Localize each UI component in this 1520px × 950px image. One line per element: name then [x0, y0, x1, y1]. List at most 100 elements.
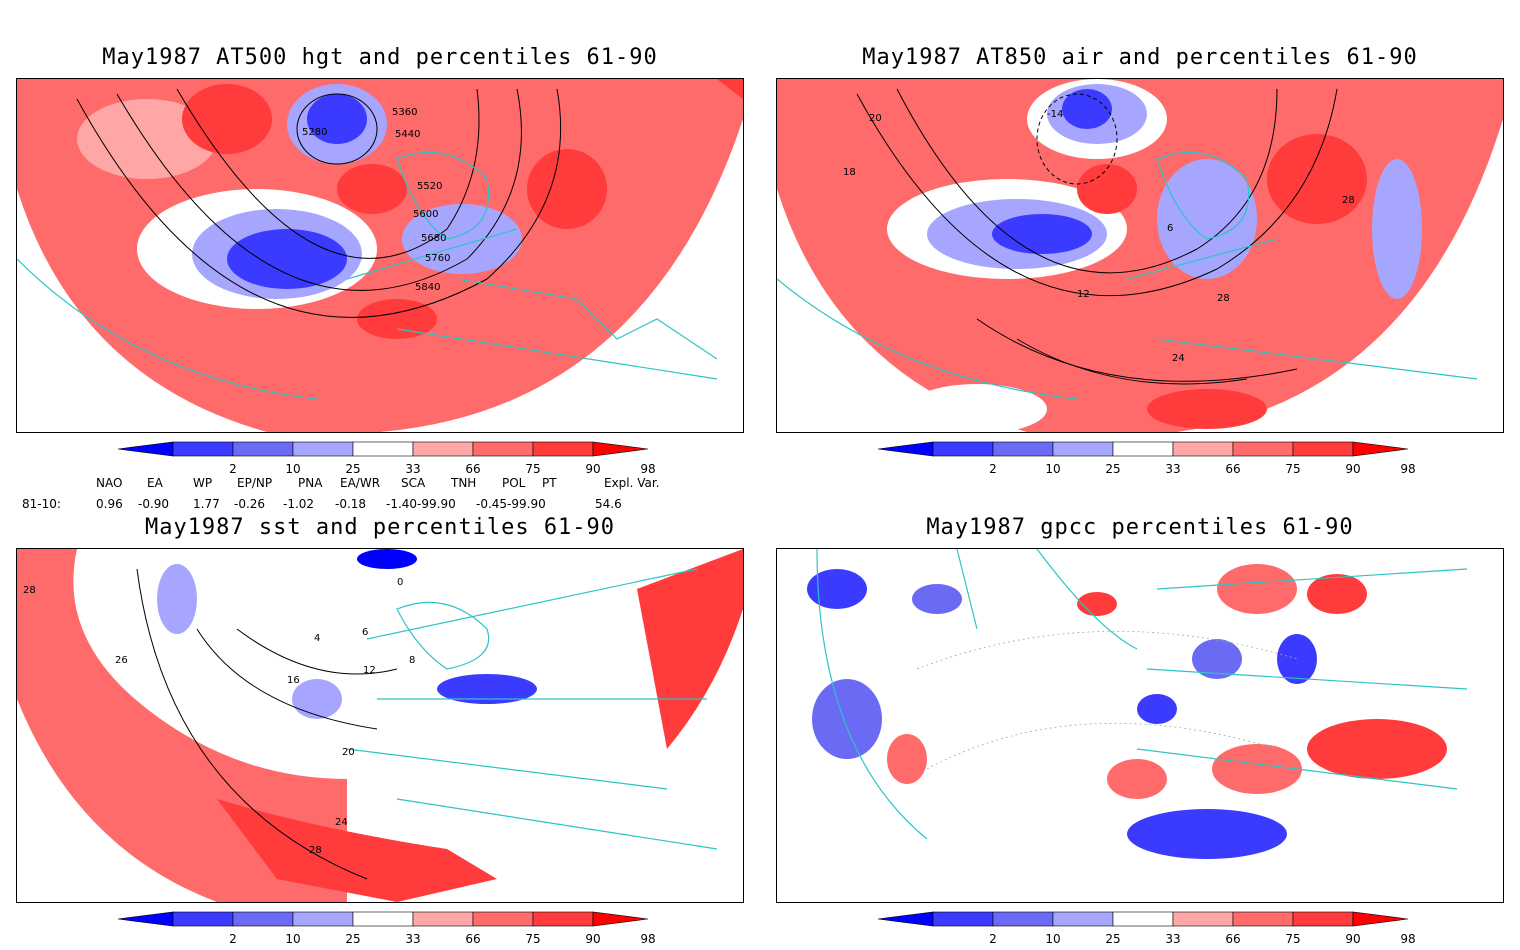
- index-value: -0.18: [335, 497, 367, 511]
- index-label: TNH: [451, 476, 477, 490]
- colorbar-tick-label: 90: [1345, 462, 1361, 476]
- colorbar-tick-label: 98: [640, 932, 656, 946]
- contour-label: 28: [23, 585, 36, 596]
- colorbar-segment: [1292, 911, 1354, 927]
- map-panel-br: [776, 548, 1504, 903]
- contour-label: 12: [1077, 289, 1090, 300]
- colorbar-tick-label: 66: [465, 932, 481, 946]
- contour-label: 18: [843, 167, 856, 178]
- contour-label: 5760: [425, 253, 450, 264]
- colorbar-segment: [232, 441, 294, 457]
- colorbar-segment: [992, 441, 1054, 457]
- colorbar-segment: [232, 911, 294, 927]
- colorbar-tick-label: 10: [285, 932, 301, 946]
- colorbar-segment: [352, 911, 414, 927]
- index-label: EA: [147, 476, 163, 490]
- contour-label: 5520: [417, 181, 442, 192]
- colorbar-segment: [1052, 911, 1114, 927]
- colorbar-segment: [1232, 911, 1294, 927]
- colorbar-segment: [877, 441, 934, 457]
- colorbar-tick-label: 10: [1045, 462, 1061, 476]
- contour-label: 6: [362, 627, 368, 638]
- colorbar-graphic: [117, 441, 649, 457]
- index-label: Expl. Var.: [604, 476, 660, 490]
- map-air850: -14 20 18 6 12 28 24 28: [777, 79, 1503, 432]
- map-panel-bl: 28 26 20 16 12 8 6 4 0 24 28: [16, 548, 744, 903]
- index-value: -0.45-99.90: [476, 497, 546, 511]
- contour-label: -14: [1047, 109, 1063, 120]
- colorbar-tick-label: 75: [525, 932, 541, 946]
- colorbar-graphic: [117, 911, 649, 927]
- panel-title-tr: May1987 AT850 air and percentiles 61-90: [862, 45, 1418, 70]
- contour-label: 24: [1172, 353, 1185, 364]
- index-label: POL: [502, 476, 526, 490]
- colorbar-segment: [1112, 911, 1174, 927]
- colorbar-segment: [472, 441, 534, 457]
- colorbar-segment: [1352, 441, 1409, 457]
- colorbar-bl: 2 10 25 33 66 75 90 98: [117, 910, 656, 950]
- contour-label: 28: [1217, 293, 1230, 304]
- contour-label: 5440: [395, 129, 420, 140]
- contour-label: 24: [335, 817, 348, 828]
- colorbar-segment: [1232, 441, 1294, 457]
- contour-label: 28: [1342, 195, 1355, 206]
- colorbar-segment: [877, 911, 934, 927]
- colorbar-segment: [1112, 441, 1174, 457]
- contour-label: 4: [314, 633, 320, 644]
- colorbar-tick-label: 2: [989, 932, 997, 946]
- colorbar-tick-label: 66: [1225, 932, 1241, 946]
- colorbar-tl: 2 10 25 33 66 75 90 98: [117, 440, 656, 480]
- map-sst: 28 26 20 16 12 8 6 4 0 24 28: [17, 549, 743, 902]
- colorbar-tick-label: 10: [285, 462, 301, 476]
- contour-label: 20: [342, 747, 355, 758]
- colorbar-segment: [532, 911, 594, 927]
- index-label: WP: [193, 476, 213, 490]
- index-value: 54.6: [595, 497, 622, 511]
- colorbar-tick-label: 75: [1285, 462, 1301, 476]
- colorbar-segment: [1052, 441, 1114, 457]
- index-label: SCA: [401, 476, 426, 490]
- contour-label: 0: [397, 577, 403, 588]
- colorbar-segment: [412, 911, 474, 927]
- colorbar-tr: 2 10 25 33 66 75 90 98: [877, 440, 1416, 480]
- index-value: -1.02: [283, 497, 315, 511]
- colorbar-tick-label: 66: [1225, 462, 1241, 476]
- colorbar-tick-label: 98: [1400, 462, 1416, 476]
- contour-label: 28: [309, 845, 322, 856]
- panel-title-bl: May1987 sst and percentiles 61-90: [144, 515, 616, 540]
- contour-label: 5840: [415, 282, 440, 293]
- contour-label: 8: [409, 655, 415, 666]
- colorbar-segment: [172, 441, 234, 457]
- contour-label: 5280: [302, 127, 327, 138]
- colorbar-segment: [172, 911, 234, 927]
- map-hgt500: 5280 5360 5440 5520 5600 5680 5760 5840: [17, 79, 743, 432]
- colorbar-tick-label: 25: [345, 462, 361, 476]
- index-label: EA/WR: [340, 476, 381, 490]
- colorbar-segment: [292, 911, 354, 927]
- contour-label: 26: [115, 655, 128, 666]
- colorbar-segment: [992, 911, 1054, 927]
- colorbar-segment: [1172, 911, 1234, 927]
- colorbar-graphic: [877, 441, 1409, 457]
- colorbar-tick-label: 98: [640, 462, 656, 476]
- colorbar-tick-label: 90: [585, 462, 601, 476]
- colorbar-segment: [532, 441, 594, 457]
- panel-title-br: May1987 gpcc percentiles 61-90: [926, 515, 1354, 540]
- colorbar-tick-label: 2: [989, 462, 997, 476]
- index-value: 1.77: [193, 497, 220, 511]
- index-label: PNA: [298, 476, 323, 490]
- index-value: -0.26: [234, 497, 266, 511]
- map-gpcc: [807, 549, 1468, 859]
- index-label: NAO: [96, 476, 123, 490]
- colorbar-tick-label: 2: [229, 462, 237, 476]
- contour-label: 6: [1167, 223, 1173, 234]
- index-label: EP/NP: [237, 476, 273, 490]
- colorbar-segment: [117, 441, 174, 457]
- index-value: -1.40-99.90: [386, 497, 456, 511]
- colorbar-segment: [1292, 441, 1354, 457]
- contour-label: 5360: [392, 107, 417, 118]
- contour-label: 16: [287, 675, 300, 686]
- colorbar-tick-label: 25: [1105, 932, 1121, 946]
- colorbar-tick-label: 75: [525, 462, 541, 476]
- index-value: 0.96: [96, 497, 123, 511]
